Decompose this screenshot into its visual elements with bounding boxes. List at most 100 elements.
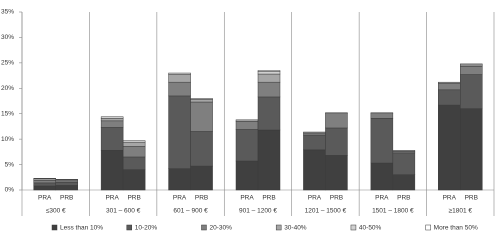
group-label: 601 – 900 € (173, 208, 208, 215)
bar-segment (100, 118, 124, 122)
group-label: ≤300 € (46, 208, 66, 215)
group-label: 901 – 1200 € (239, 208, 277, 215)
bar-segment (235, 119, 259, 122)
y-tick-label: 30% (1, 34, 14, 41)
bar-segment (392, 152, 416, 175)
legend-label: 30-40% (284, 225, 307, 232)
bar-segment (303, 131, 326, 134)
bar-segment (100, 127, 124, 151)
legend-swatch (201, 224, 207, 231)
group-label: ≥1801 € (449, 208, 473, 215)
x-tick-label: PRA (240, 195, 254, 202)
bar-segment (460, 74, 483, 109)
bar-segment (257, 71, 281, 75)
x-tick-label: PRB (127, 195, 140, 202)
bar-segment (168, 81, 191, 97)
bar-segment (257, 81, 281, 98)
bar-segment (168, 95, 191, 169)
legend-label: 10-20% (135, 225, 158, 232)
y-tick-label: 10% (1, 136, 14, 143)
legend-swatch (126, 224, 132, 231)
legend-swatch (425, 224, 431, 231)
bar-segment (190, 131, 213, 167)
y-tick-label: 15% (1, 110, 14, 117)
y-tick-label: 5% (5, 161, 15, 168)
bar-segment (235, 160, 259, 191)
bar-segment (168, 72, 191, 75)
bar-segment (235, 121, 259, 130)
legend-swatch (51, 224, 58, 231)
bar-segment (168, 168, 191, 191)
bar-segment (122, 146, 146, 158)
bar-segment (325, 113, 348, 129)
x-tick-label: PRB (330, 195, 343, 202)
x-tick-label: PRB (465, 195, 478, 202)
bar-segment (392, 150, 416, 152)
bar-segment (325, 112, 348, 114)
bar-segment (100, 120, 124, 128)
x-tick-label: PRB (195, 195, 208, 202)
bar-segment (460, 63, 483, 66)
group-label: 1501 – 1800 € (372, 208, 414, 215)
x-tick-label: PRA (105, 195, 119, 202)
x-tick-label: PRA (308, 195, 322, 202)
bar-segment (190, 165, 213, 191)
bar-segment (33, 178, 56, 180)
bar-segment (438, 89, 461, 106)
bar-segment (460, 66, 483, 75)
bar-segment (190, 99, 213, 103)
legend-label: 20-30% (209, 225, 232, 232)
legend-label: Less than 10% (60, 225, 103, 232)
bar-segment (122, 156, 146, 170)
bar-segment (303, 132, 326, 136)
x-tick-label: PRA (38, 195, 52, 202)
x-tick-label: PRA (375, 195, 389, 202)
legend-label: 40-50% (359, 225, 382, 232)
x-tick-label: PRB (262, 195, 275, 202)
bar-segment (122, 141, 146, 147)
bar-segment (257, 129, 281, 191)
bar-segment (257, 73, 281, 83)
bar-segment (55, 179, 78, 181)
x-tick-label: PRA (173, 195, 187, 202)
legend-swatch (275, 224, 282, 231)
bar-segment (235, 129, 259, 162)
bar-segment (370, 113, 394, 119)
group-label: 1201 – 1500 € (305, 208, 347, 215)
bar-segment (190, 98, 213, 100)
bar-segment (33, 182, 56, 187)
x-tick-label: PRA (443, 195, 457, 202)
bar-segment (257, 96, 281, 131)
y-tick-label: 0% (5, 187, 15, 194)
bar-segment (100, 116, 124, 119)
group-label: 301 – 600 € (106, 208, 141, 215)
bar-segment (370, 118, 394, 164)
bar-segment (460, 108, 483, 191)
bar-segment (55, 182, 78, 186)
y-tick-label: 20% (1, 85, 14, 92)
y-tick-label: 35% (1, 9, 14, 16)
bar-segment (33, 180, 56, 184)
bar-segment (100, 150, 124, 191)
bar-segment (122, 169, 146, 191)
bar-segment (438, 104, 461, 191)
bar-segment (325, 127, 348, 156)
bar-segment (33, 185, 56, 191)
bar-segment (55, 185, 78, 191)
bar-segment (370, 162, 394, 191)
bar-segment (303, 134, 326, 151)
bar-segment (168, 74, 191, 83)
x-tick-label: PRB (397, 195, 410, 202)
bar-segment (325, 155, 348, 191)
y-tick-label: 25% (1, 60, 14, 67)
bar-segment (370, 112, 394, 114)
bar-segment (438, 81, 461, 84)
bar-segment (303, 149, 326, 191)
bar-segment (438, 82, 461, 91)
legend-swatch (350, 224, 357, 231)
bar-segment (257, 70, 281, 72)
x-tick-label: PRB (60, 195, 73, 202)
bar-segment (190, 101, 213, 132)
bar-segment (392, 174, 416, 191)
